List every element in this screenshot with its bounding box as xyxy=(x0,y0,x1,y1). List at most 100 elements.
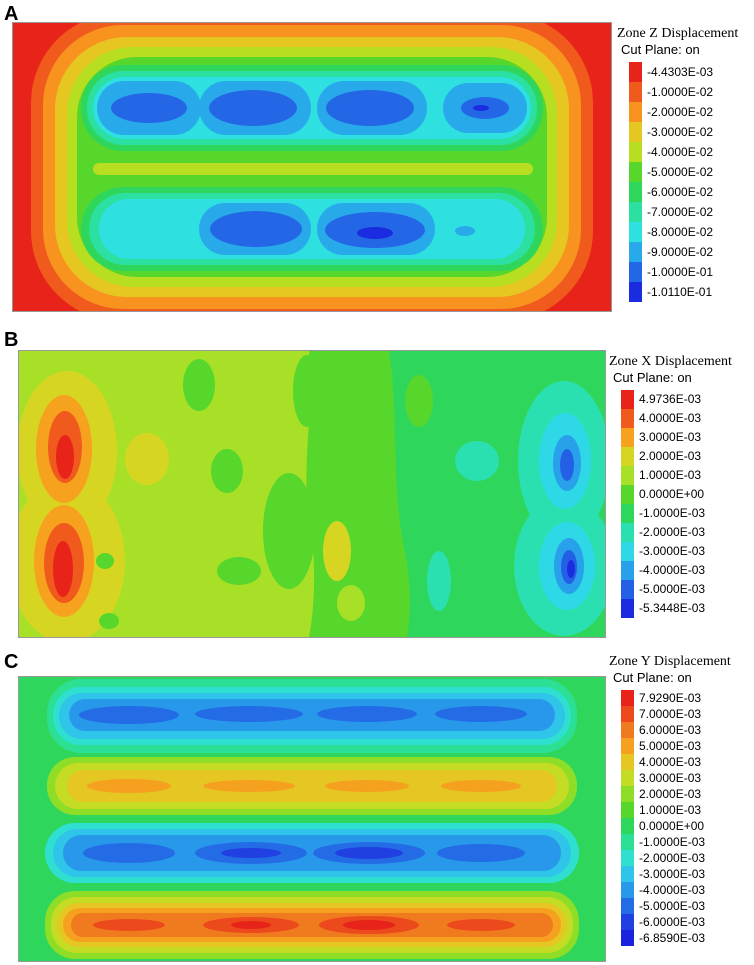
legend-label: 0.0000E+00 xyxy=(639,487,705,501)
panel-b: B xyxy=(0,326,754,642)
legend-swatch xyxy=(629,282,642,302)
panel-letter-a: A xyxy=(4,3,19,25)
legend-swatch xyxy=(629,62,642,82)
legend-subtitle: Cut Plane: on xyxy=(613,370,692,385)
legend-subtitle: Cut Plane: on xyxy=(621,42,700,57)
legend-label: -1.0110E-01 xyxy=(647,285,713,299)
legend-title: Zone X Displacement xyxy=(609,354,732,369)
legend-label: -5.0000E-03 xyxy=(639,899,706,913)
legend-label: 4.0000E-03 xyxy=(639,411,702,425)
legend-label: -6.0000E-03 xyxy=(639,915,706,929)
legend-label: -3.0000E-02 xyxy=(647,125,714,139)
legend-body: 4.9736E-03 4.0000E-03 3.0000E-03 2.0000E-03… xyxy=(621,390,732,618)
contour-plot-x xyxy=(18,350,606,638)
legend-label: 7.0000E-03 xyxy=(639,707,702,721)
legend-label: 0.0000E+00 xyxy=(639,819,705,833)
legend-swatch xyxy=(621,850,634,866)
legend-labels: -4.4303E-03 -1.0000E-02 -2.0000E-02 -3.0000… xyxy=(647,62,713,302)
legend-subtitle: Cut Plane: on xyxy=(613,670,692,685)
panel-c: C xyxy=(0,648,754,965)
legend-x: Zone X Displacement Cut Plane: on 4.9736… xyxy=(609,354,732,618)
legend-swatch xyxy=(621,409,634,428)
legend-swatch xyxy=(629,142,642,162)
legend-label: -2.0000E-03 xyxy=(639,525,706,539)
legend-label: -3.0000E-03 xyxy=(639,544,706,558)
legend-swatches xyxy=(621,690,634,946)
legend-label: -1.0000E-03 xyxy=(639,506,706,520)
legend-swatches xyxy=(621,390,634,618)
legend-swatch xyxy=(629,162,642,182)
legend-label: -6.0000E-02 xyxy=(647,185,714,199)
legend-label: 1.0000E-03 xyxy=(639,468,702,482)
legend-label: -8.0000E-02 xyxy=(647,225,714,239)
legend-swatch xyxy=(621,428,634,447)
legend-swatch xyxy=(621,786,634,802)
legend-label: -9.0000E-02 xyxy=(647,245,714,259)
legend-label: -1.0000E-03 xyxy=(639,835,706,849)
legend-label: 4.9736E-03 xyxy=(639,392,702,406)
legend-swatch xyxy=(621,447,634,466)
legend-swatch xyxy=(621,690,634,706)
legend-swatch xyxy=(621,802,634,818)
legend-body: 7.9290E-03 7.0000E-03 6.0000E-03 5.0000E-03… xyxy=(621,690,731,946)
legend-swatch xyxy=(621,818,634,834)
contour-image-x xyxy=(19,351,605,637)
legend-swatch xyxy=(629,182,642,202)
legend-swatches xyxy=(629,62,642,302)
legend-label: -5.0000E-03 xyxy=(639,582,706,596)
legend-label: -3.0000E-03 xyxy=(639,867,706,881)
legend-label: -7.0000E-02 xyxy=(647,205,714,219)
legend-swatch xyxy=(621,485,634,504)
legend-label: -6.8590E-03 xyxy=(639,931,706,945)
legend-swatch xyxy=(629,262,642,282)
legend-label: -4.0000E-02 xyxy=(647,145,714,159)
legend-swatch xyxy=(621,898,634,914)
legend-swatch xyxy=(629,82,642,102)
legend-label: -1.0000E-01 xyxy=(647,265,714,279)
legend-swatch xyxy=(621,390,634,409)
contour-image-y xyxy=(19,677,605,961)
legend-swatch xyxy=(621,523,634,542)
legend-label: 3.0000E-03 xyxy=(639,771,702,785)
legend-swatch xyxy=(621,866,634,882)
legend-swatch xyxy=(629,222,642,242)
legend-label: 3.0000E-03 xyxy=(639,430,702,444)
legend-z: Zone Z Displacement Cut Plane: on -4.430… xyxy=(617,26,738,302)
legend-labels: 4.9736E-03 4.0000E-03 3.0000E-03 2.0000E-03… xyxy=(639,390,705,618)
legend-label: 2.0000E-03 xyxy=(639,787,702,801)
panel-letter-c: C xyxy=(4,651,19,673)
legend-label: -5.3448E-03 xyxy=(639,601,706,615)
legend-label: -4.4303E-03 xyxy=(647,65,714,79)
legend-swatch xyxy=(621,722,634,738)
legend-label: -4.0000E-03 xyxy=(639,883,706,897)
legend-swatch xyxy=(621,738,634,754)
legend-label: 1.0000E-03 xyxy=(639,803,702,817)
legend-swatch xyxy=(621,914,634,930)
legend-swatch xyxy=(621,834,634,850)
legend-swatch xyxy=(629,122,642,142)
legend-swatch xyxy=(621,466,634,485)
legend-body: -4.4303E-03 -1.0000E-02 -2.0000E-02 -3.0000… xyxy=(629,62,738,302)
panel-letter-b: B xyxy=(4,329,19,351)
legend-label: 5.0000E-03 xyxy=(639,739,702,753)
legend-swatch xyxy=(621,561,634,580)
legend-title: Zone Z Displacement xyxy=(617,26,739,41)
legend-swatch xyxy=(621,882,634,898)
legend-label: -1.0000E-02 xyxy=(647,85,714,99)
legend-swatch xyxy=(621,706,634,722)
legend-label: -2.0000E-02 xyxy=(647,105,714,119)
legend-label: 2.0000E-03 xyxy=(639,449,702,463)
contour-plot-z xyxy=(12,22,612,312)
legend-swatch xyxy=(621,504,634,523)
contour-image-z xyxy=(13,23,611,311)
legend-title: Zone Y Displacement xyxy=(609,654,731,669)
legend-swatch xyxy=(621,770,634,786)
legend-label: 6.0000E-03 xyxy=(639,723,702,737)
legend-label: -2.0000E-03 xyxy=(639,851,706,865)
legend-swatch xyxy=(621,599,634,618)
legend-label: 4.0000E-03 xyxy=(639,755,702,769)
legend-swatch xyxy=(629,202,642,222)
legend-swatch xyxy=(621,930,634,946)
legend-label: -5.0000E-02 xyxy=(647,165,714,179)
legend-swatch xyxy=(629,102,642,122)
